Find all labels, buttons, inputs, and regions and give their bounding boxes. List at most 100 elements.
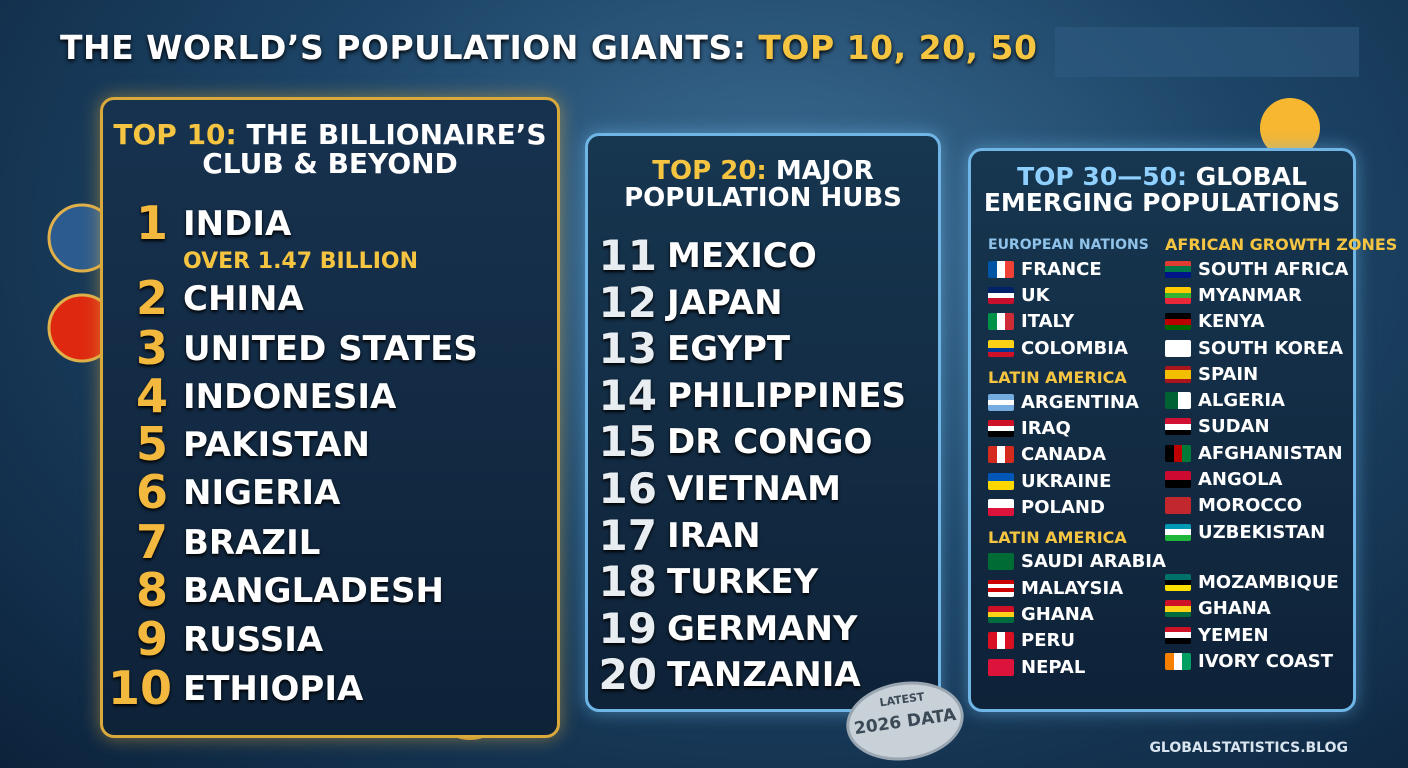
rank: 8 [135,563,168,618]
country-name: IVORY COAST [1198,650,1333,672]
country-row: IVORY COAST [1165,648,1397,674]
flag-stripe [988,658,1014,676]
flag [988,393,1014,411]
flag [1165,418,1191,436]
title-text: THE WORLD’S POPULATION GIANTS: [60,28,747,67]
flag-stripe [1165,365,1191,371]
flag-stripe [988,472,1014,482]
group-heading: LATIN AMERICA [988,368,1127,388]
flag [1165,600,1191,618]
panel-heading: TOP 10: THE BILLIONAIRE’S CLUB & BEYOND [110,120,550,179]
country-name: NEPAL [1021,656,1086,678]
country-name: UNITED STATES [183,328,478,369]
flag [1165,286,1191,304]
flag [988,313,1014,331]
flag-stripe [988,348,1014,353]
title-highlight: TOP 10, 20, 50 [758,28,1038,67]
rank: 12 [598,277,657,327]
flag-stripe [1182,652,1191,670]
flag-stripe [1165,418,1191,425]
country-name: SOUTH AFRICA [1198,258,1349,280]
flag-stripe [1178,392,1191,410]
country-name: PAKISTAN [183,424,370,465]
country-name: ARGENTINA [1021,391,1139,413]
top10-panel [100,97,560,738]
column: AFRICAN GROWTH ZONES SOUTH AFRICA MYANMAR K… [1165,234,1397,674]
flag-stripe [988,579,1014,584]
country-name: EGYPT [667,329,791,370]
country-row: SOUTH AFRICA [1165,256,1397,282]
country-name: INDONESIA [183,376,397,417]
flag-stripe [1173,444,1183,462]
country-row: ITALY [988,309,1166,335]
flag [1165,573,1191,591]
country-row: SAUDI ARABIA [988,549,1166,575]
country-row: YEMEN [1165,622,1397,648]
flag [988,420,1014,438]
flag-stripe [1182,444,1191,462]
flag-stripe [988,260,997,278]
panel-heading: TOP 20: MAJOR POPULATION HUBS [595,157,931,213]
flag-stripe [988,632,997,650]
rank: 17 [598,510,657,560]
flag [1165,652,1191,670]
flag-stripe [988,352,1014,357]
flag-stripe [988,553,1014,571]
flag-stripe [988,507,1014,517]
country-row: UZBEKISTAN [1165,519,1397,545]
flag-stripe [1165,497,1191,515]
flag-stripe [988,588,1014,593]
country-name: TANZANIA [667,655,861,696]
group-heading: LATIN AMERICA [988,527,1127,547]
country-row: UKRAINE [988,468,1166,494]
flag [1165,260,1191,278]
flag-stripe [1165,313,1191,319]
rank: 13 [598,324,657,374]
rank: 18 [598,557,657,607]
flag-stripe [1165,534,1191,541]
country-name: FRANCE [1021,258,1102,280]
rank: 15 [598,417,657,467]
country-name: INDIA [183,203,292,244]
flag-stripe [1165,444,1174,462]
country-name: PHILIPPINES [667,375,906,416]
flag-stripe [1165,286,1191,293]
flag-stripe [1165,637,1191,644]
country-name: GERMANY [667,608,858,649]
flag-stripe [1165,392,1178,410]
flag-stripe [1165,652,1174,670]
rank: 20 [598,650,657,700]
rank: 10 [108,661,173,716]
country-name: JAPAN [667,282,783,323]
flag-stripe [1165,429,1191,436]
flag-stripe [988,343,1014,349]
country-row: NEPAL [988,654,1166,680]
country-name: SUDAN [1198,416,1270,438]
flag-stripe [1165,626,1191,633]
country-name: YEMEN [1198,624,1269,646]
group-heading: AFRICAN GROWTH ZONES [1165,235,1398,254]
flag-stripe [1005,632,1014,650]
country-name: VIETNAM [667,468,841,509]
flag-stripe [1165,370,1191,375]
flag [1165,471,1191,489]
rank: 3 [135,321,168,376]
country-row: MALAYSIA [988,575,1166,601]
flag [1165,497,1191,515]
country-name: ITALY [1021,311,1075,333]
flag-stripe [1165,611,1191,618]
flag-stripe [1005,260,1014,278]
rank: 7 [135,515,168,570]
country-row: MYANMAR [1165,282,1397,308]
flag [988,472,1014,490]
group-spacer [1165,545,1397,569]
country-name: DR CONGO [667,422,873,463]
rank: 16 [598,463,657,513]
panel-title: THE BILLIONAIRE’S CLUB & BEYOND [202,118,547,181]
flag [988,499,1014,517]
flag-stripe [1173,652,1183,670]
flag-stripe [988,286,1014,293]
country-row: MOZAMBIQUE [1165,569,1397,595]
country-name: ALGERIA [1198,390,1285,412]
